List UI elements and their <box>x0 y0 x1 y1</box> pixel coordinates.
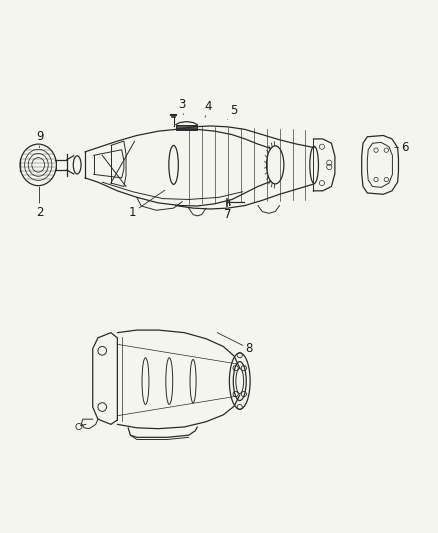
Text: 5: 5 <box>228 104 238 119</box>
Text: 8: 8 <box>217 333 253 355</box>
Polygon shape <box>176 125 198 130</box>
Text: 9: 9 <box>36 130 43 148</box>
Text: 4: 4 <box>205 100 212 117</box>
Text: 7: 7 <box>224 204 231 221</box>
Text: 1: 1 <box>129 190 165 219</box>
Text: 6: 6 <box>395 141 409 154</box>
Text: 3: 3 <box>179 98 186 115</box>
Text: 2: 2 <box>36 187 43 219</box>
